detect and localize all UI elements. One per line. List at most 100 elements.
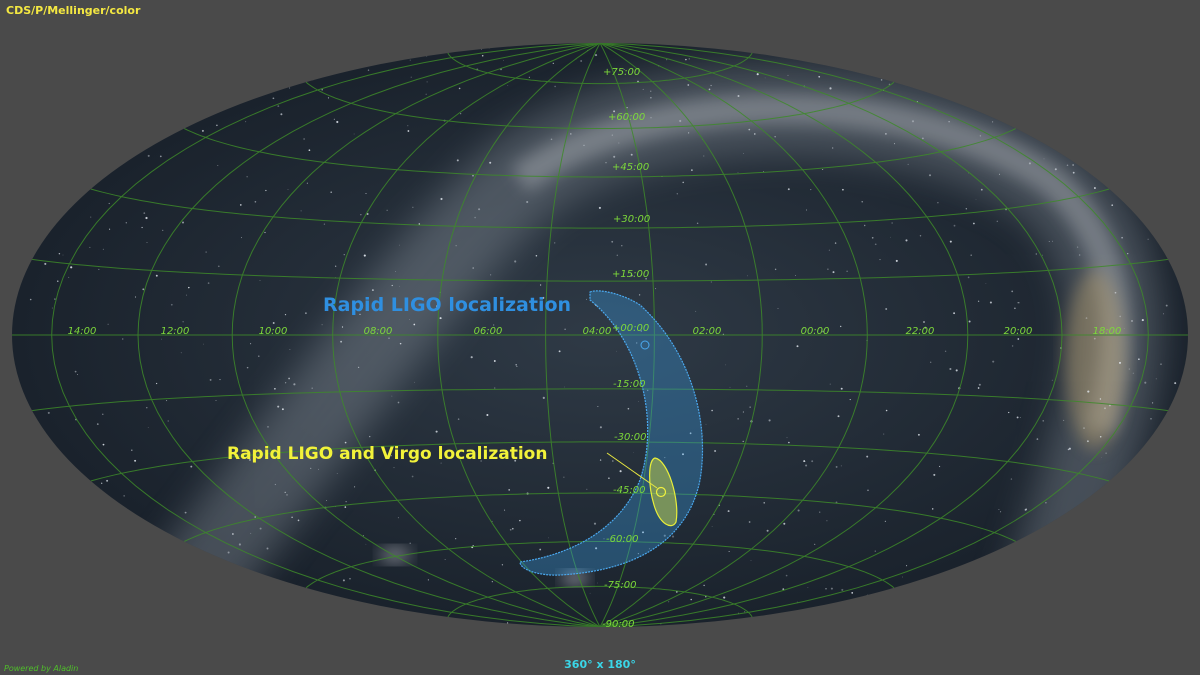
ligo-virgo-localization[interactable] <box>649 457 678 527</box>
star <box>386 209 388 211</box>
star <box>822 330 824 333</box>
star <box>828 249 830 251</box>
star <box>849 399 851 401</box>
ligo-localization[interactable] <box>519 290 704 576</box>
star <box>580 60 582 62</box>
star <box>564 328 566 330</box>
star <box>829 383 831 385</box>
star <box>409 319 410 320</box>
star <box>539 284 542 286</box>
star <box>512 527 514 530</box>
star <box>131 449 133 451</box>
star <box>494 387 496 389</box>
ligo-label: Rapid LIGO localization <box>323 294 571 316</box>
star <box>618 142 620 144</box>
star <box>354 486 356 488</box>
star <box>754 133 756 135</box>
star <box>1042 420 1044 422</box>
star <box>248 458 251 461</box>
star <box>1087 390 1090 393</box>
star <box>1000 511 1002 513</box>
star <box>366 213 369 215</box>
star <box>953 224 956 227</box>
star <box>689 432 692 435</box>
star <box>1111 204 1113 206</box>
star <box>70 266 73 269</box>
star <box>879 259 881 261</box>
star <box>180 352 182 354</box>
dec-label: -45:00 <box>613 485 645 496</box>
star <box>288 377 290 380</box>
star <box>399 285 400 287</box>
star <box>125 222 127 224</box>
star <box>1152 402 1154 404</box>
star <box>1045 502 1047 504</box>
star <box>426 81 428 83</box>
star <box>885 308 888 310</box>
meridian <box>599 43 763 627</box>
dec-label: -60:00 <box>606 534 638 545</box>
star <box>705 263 708 266</box>
star <box>272 97 275 100</box>
star <box>166 400 168 402</box>
star <box>250 343 252 345</box>
star <box>58 252 61 255</box>
star <box>1138 358 1140 360</box>
star <box>411 475 414 478</box>
star <box>955 369 958 372</box>
survey-label[interactable]: CDS/P/Mellinger/color <box>6 4 141 17</box>
star <box>1123 328 1125 330</box>
star <box>1105 452 1107 454</box>
star <box>122 338 124 340</box>
star <box>645 277 647 280</box>
star <box>1067 448 1070 451</box>
star <box>989 301 992 304</box>
star <box>444 559 446 560</box>
star <box>795 275 796 276</box>
star <box>293 383 296 386</box>
star <box>47 411 50 414</box>
star <box>123 495 125 497</box>
star <box>515 364 517 366</box>
star <box>937 202 939 204</box>
star <box>1076 246 1079 248</box>
star <box>509 528 512 531</box>
star <box>239 204 242 206</box>
star <box>303 138 305 140</box>
star <box>161 338 162 340</box>
star <box>1150 418 1152 420</box>
star <box>834 242 837 244</box>
meridian <box>437 43 601 627</box>
star <box>973 222 975 225</box>
star <box>1086 440 1089 443</box>
star <box>57 280 59 282</box>
star <box>930 361 932 363</box>
star <box>344 506 347 508</box>
star <box>362 535 364 537</box>
star <box>688 132 690 134</box>
star <box>507 85 509 86</box>
star <box>616 254 618 256</box>
ra-label: 12:00 <box>161 326 190 337</box>
meridian <box>599 43 1063 627</box>
star <box>1165 304 1168 307</box>
star <box>250 532 252 534</box>
star <box>363 254 366 257</box>
star <box>391 395 393 397</box>
star <box>259 527 262 530</box>
dec-label: -90:00 <box>602 619 634 630</box>
star <box>894 143 895 145</box>
dec-label: +75:00 <box>603 67 640 78</box>
star <box>743 153 744 154</box>
star <box>748 521 751 523</box>
star <box>884 520 887 523</box>
star <box>181 221 185 224</box>
meridian <box>51 43 601 627</box>
star <box>822 169 824 171</box>
star <box>519 519 521 522</box>
star <box>333 118 335 120</box>
star <box>146 407 148 409</box>
star <box>880 79 883 81</box>
star <box>1054 168 1057 171</box>
